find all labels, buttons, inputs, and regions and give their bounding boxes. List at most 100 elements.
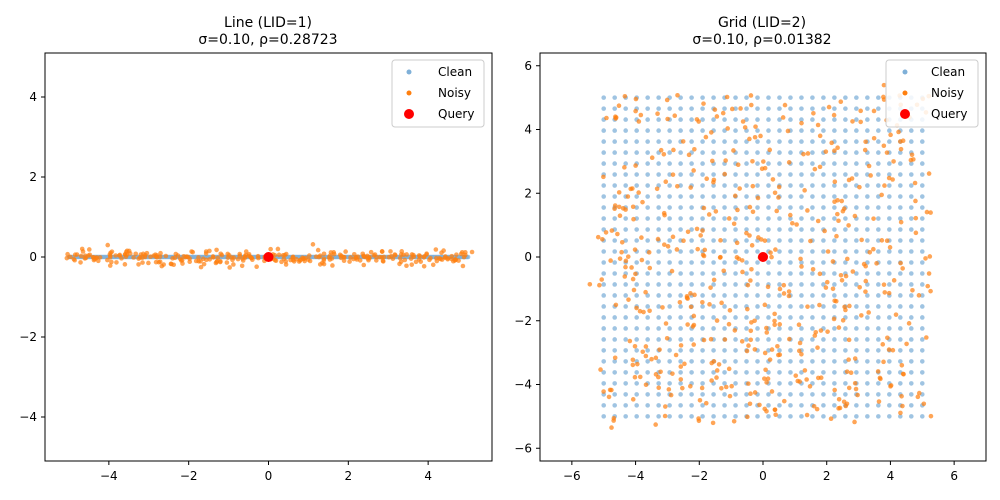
point-clean	[645, 117, 650, 122]
point-clean	[810, 216, 815, 221]
point-clean	[678, 315, 683, 320]
point-noisy	[718, 238, 723, 243]
point-clean	[711, 205, 716, 210]
point-clean	[854, 238, 859, 243]
point-noisy	[762, 238, 768, 243]
point-noisy	[347, 259, 352, 264]
point-clean	[810, 205, 815, 210]
point-noisy	[397, 255, 403, 261]
point-clean	[821, 194, 826, 199]
point-clean	[887, 370, 892, 375]
point-clean	[689, 205, 694, 210]
point-noisy	[601, 174, 606, 180]
point-noisy	[828, 416, 834, 422]
subplot-2-subtitle: σ=0.10, ρ=0.01382	[692, 32, 831, 48]
point-noisy	[654, 186, 660, 192]
point-noisy	[392, 252, 398, 258]
point-noisy	[630, 204, 636, 210]
point-clean	[755, 150, 760, 155]
point-clean	[733, 95, 738, 100]
point-clean	[700, 216, 705, 221]
point-noisy	[762, 302, 768, 308]
point-clean	[755, 227, 760, 232]
point-noisy	[861, 261, 867, 267]
legend-label-clean: Clean	[438, 65, 472, 79]
point-clean	[876, 128, 881, 133]
point-noisy	[243, 249, 249, 254]
point-clean	[843, 238, 848, 243]
point-noisy	[214, 259, 219, 265]
point-clean	[744, 205, 749, 210]
point-clean	[843, 249, 848, 254]
point-clean	[689, 403, 694, 408]
point-clean	[909, 260, 914, 265]
point-noisy	[707, 302, 712, 307]
point-clean	[799, 370, 804, 375]
point-clean	[733, 260, 738, 265]
point-clean	[667, 282, 672, 287]
point-clean	[667, 216, 672, 221]
point-noisy	[849, 176, 855, 181]
point-noisy	[315, 247, 321, 253]
point-clean	[799, 359, 804, 364]
point-clean	[700, 326, 705, 331]
point-clean	[689, 348, 694, 353]
point-noisy	[772, 311, 777, 317]
point-noisy	[859, 237, 864, 243]
point-noisy	[780, 115, 786, 120]
point-clean	[645, 337, 650, 342]
point-noisy	[769, 347, 775, 352]
point-clean	[810, 150, 815, 155]
point-clean	[810, 260, 815, 265]
point-clean	[623, 337, 628, 342]
point-noisy	[904, 341, 909, 347]
point-noisy	[748, 328, 754, 334]
point-clean	[788, 106, 793, 111]
point-noisy	[708, 285, 713, 290]
point-clean	[656, 304, 661, 309]
point-clean	[788, 282, 793, 287]
point-clean	[876, 216, 881, 221]
point-clean	[744, 403, 749, 408]
point-clean	[843, 326, 848, 331]
point-clean	[799, 337, 804, 342]
point-noisy	[774, 208, 780, 214]
point-noisy	[802, 188, 807, 193]
point-clean	[711, 95, 716, 100]
point-noisy	[629, 265, 634, 270]
point-clean	[744, 370, 749, 375]
point-clean	[645, 359, 650, 364]
point-noisy	[456, 258, 461, 263]
point-noisy	[430, 262, 436, 268]
point-clean	[601, 315, 607, 320]
point-noisy	[842, 304, 847, 310]
point-clean	[755, 370, 760, 375]
point-clean	[755, 293, 760, 298]
point-noisy	[810, 266, 816, 272]
point-clean	[755, 282, 760, 287]
point-clean	[821, 293, 826, 298]
point-noisy	[824, 279, 830, 285]
point-clean	[733, 293, 738, 298]
point-clean	[865, 304, 870, 309]
point-noisy	[254, 264, 259, 270]
point-clean	[865, 337, 870, 342]
point-clean	[656, 205, 661, 210]
point-noisy	[653, 422, 658, 427]
point-noisy	[587, 281, 593, 287]
point-noisy	[906, 321, 912, 326]
point-noisy	[793, 373, 799, 378]
point-noisy	[124, 248, 130, 254]
point-noisy	[916, 390, 922, 396]
point-clean	[700, 172, 705, 177]
point-noisy	[72, 257, 77, 263]
point-noisy	[786, 293, 792, 299]
point-noisy	[280, 252, 286, 258]
point-noisy	[641, 309, 646, 315]
subplot-2-title: Grid (LID=2)	[718, 15, 806, 31]
point-noisy	[714, 114, 720, 119]
point-clean	[876, 172, 881, 177]
point-noisy	[805, 151, 811, 156]
point-clean	[645, 348, 650, 353]
point-clean	[645, 161, 650, 166]
